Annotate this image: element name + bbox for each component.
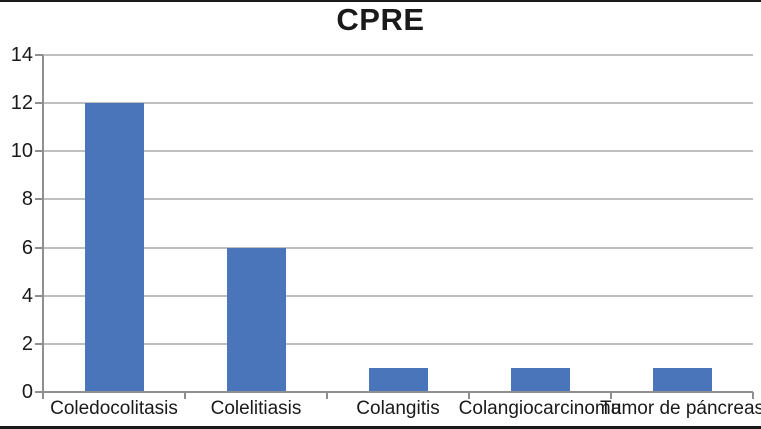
x-axis-label-colangiocarcinoma: Colangiocarcinoma	[458, 398, 622, 419]
y-tick-4	[35, 294, 43, 297]
gridline-y-6	[43, 246, 753, 249]
y-tick-8	[35, 198, 43, 201]
y-axis-label-14: 14	[10, 44, 33, 66]
gridline-y-2	[43, 342, 753, 345]
bar-tumor-de-p-ncreas	[652, 367, 712, 392]
x-axis-line	[43, 391, 753, 393]
bar-colangitis	[368, 367, 428, 392]
bar-colelitiasis	[226, 247, 286, 392]
bar-coledocolitasis	[84, 103, 144, 392]
y-tick-10	[35, 150, 43, 153]
bar-colangiocarcinoma	[510, 367, 570, 392]
gridline-y-8	[43, 198, 753, 201]
y-axis-label-12: 12	[10, 92, 33, 115]
x-axis-label-coledocolitasis: Coledocolitasis	[50, 398, 178, 419]
x-tick-5	[752, 392, 754, 399]
y-axis-label-6: 6	[21, 236, 33, 259]
x-tick-1	[184, 392, 186, 399]
x-axis-label-tumor-de-p-ncreas: Tumor de páncreas	[599, 398, 761, 419]
x-axis-label-colelitiasis: Colelitiasis	[210, 398, 302, 419]
y-axis-label-0: 0	[21, 381, 33, 403]
x-axis-label-colangitis: Colangitis	[356, 398, 440, 419]
figure-bottom-border	[0, 426, 761, 429]
y-tick-12	[35, 102, 43, 105]
y-axis-label-10: 10	[10, 140, 33, 163]
gridline-y-12	[43, 102, 753, 105]
plot-area	[43, 54, 753, 392]
y-axis-label-8: 8	[21, 188, 33, 211]
x-tick-4	[610, 392, 612, 399]
gridline-y-14	[43, 54, 753, 56]
figure-top-border	[0, 0, 761, 2]
gridline-y-4	[43, 294, 753, 297]
gridline-y-10	[43, 150, 753, 153]
y-axis-label-2: 2	[21, 332, 33, 355]
y-tick-0	[35, 391, 43, 393]
y-axis-line	[42, 55, 44, 399]
y-axis-label-4: 4	[21, 284, 33, 307]
x-tick-3	[468, 392, 470, 399]
y-tick-6	[35, 246, 43, 249]
chart-title: CPRE	[336, 2, 425, 37]
x-tick-2	[326, 392, 328, 399]
y-tick-14	[35, 54, 43, 56]
y-tick-2	[35, 342, 43, 345]
